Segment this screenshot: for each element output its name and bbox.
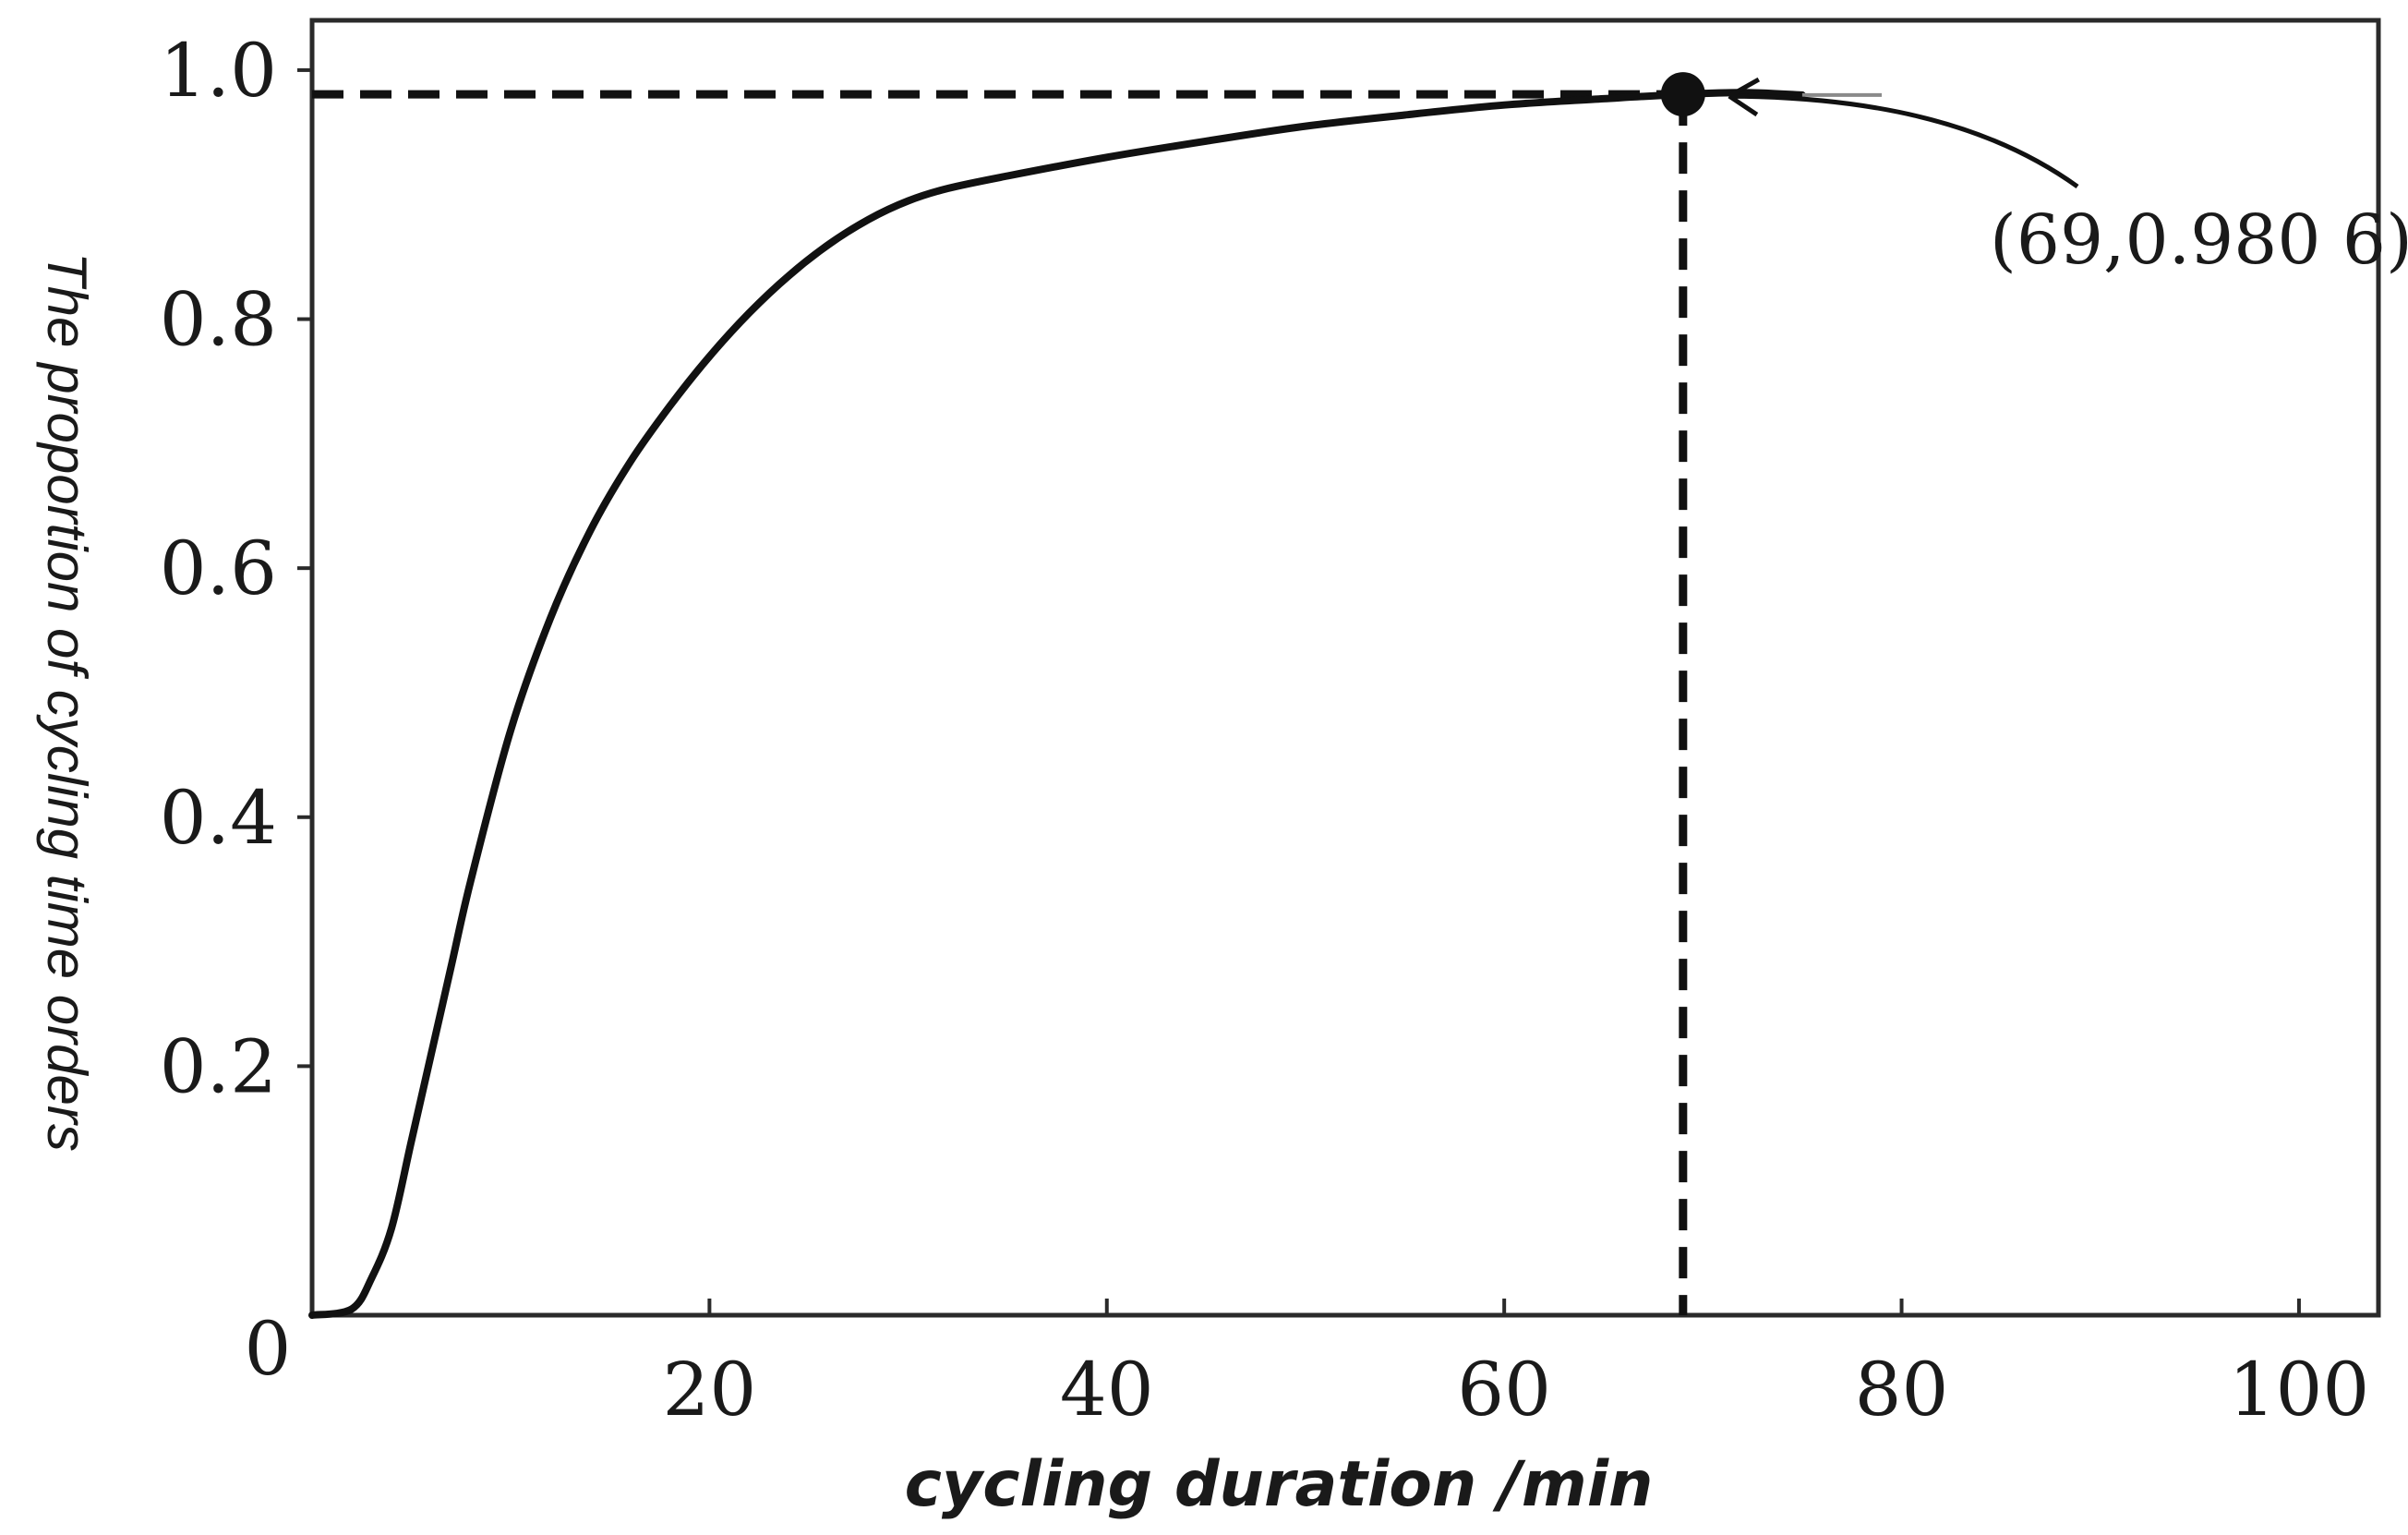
x-tick-label: 40: [1060, 1347, 1154, 1432]
plot-frame: [309, 18, 2381, 1318]
reference-lines: [312, 90, 1688, 1315]
y-tick-label: 0.2: [160, 1023, 277, 1109]
y-tick-label: 1.0: [160, 28, 277, 114]
series-line-cumulative-proportion: [308, 89, 1806, 1319]
y-tick-label: 0.6: [160, 526, 277, 611]
x-tick-label: 80: [1855, 1347, 1949, 1432]
x-tick-label: 60: [1457, 1347, 1551, 1432]
callout-arrow: [1728, 77, 2079, 189]
x-tick-label: 20: [662, 1347, 756, 1432]
x-tick-label: 100: [2229, 1347, 2370, 1432]
y-tick-label: 0.4: [160, 775, 277, 861]
origin-label: 0: [245, 1306, 292, 1392]
y-axis-ticks: 0.2 0.4 0.6 0.8 1.0: [160, 28, 312, 1109]
x-axis-title: cycling duration /min: [905, 1448, 1654, 1521]
y-axis-title: The proportion of cycling time orders: [36, 252, 98, 1152]
y-tick-label: 0.8: [160, 277, 277, 363]
highlight-point-label: (69,0.980 6): [1990, 200, 2408, 280]
x-axis-ticks: 20 40 60 80 100: [662, 1299, 2369, 1432]
highlight-point-marker: [1660, 72, 1705, 117]
